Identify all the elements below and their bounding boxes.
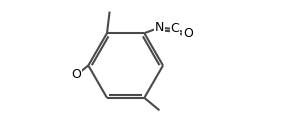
Text: O: O — [183, 28, 193, 40]
Text: O: O — [72, 68, 82, 81]
Text: N: N — [155, 21, 164, 34]
Text: C: C — [170, 23, 179, 36]
